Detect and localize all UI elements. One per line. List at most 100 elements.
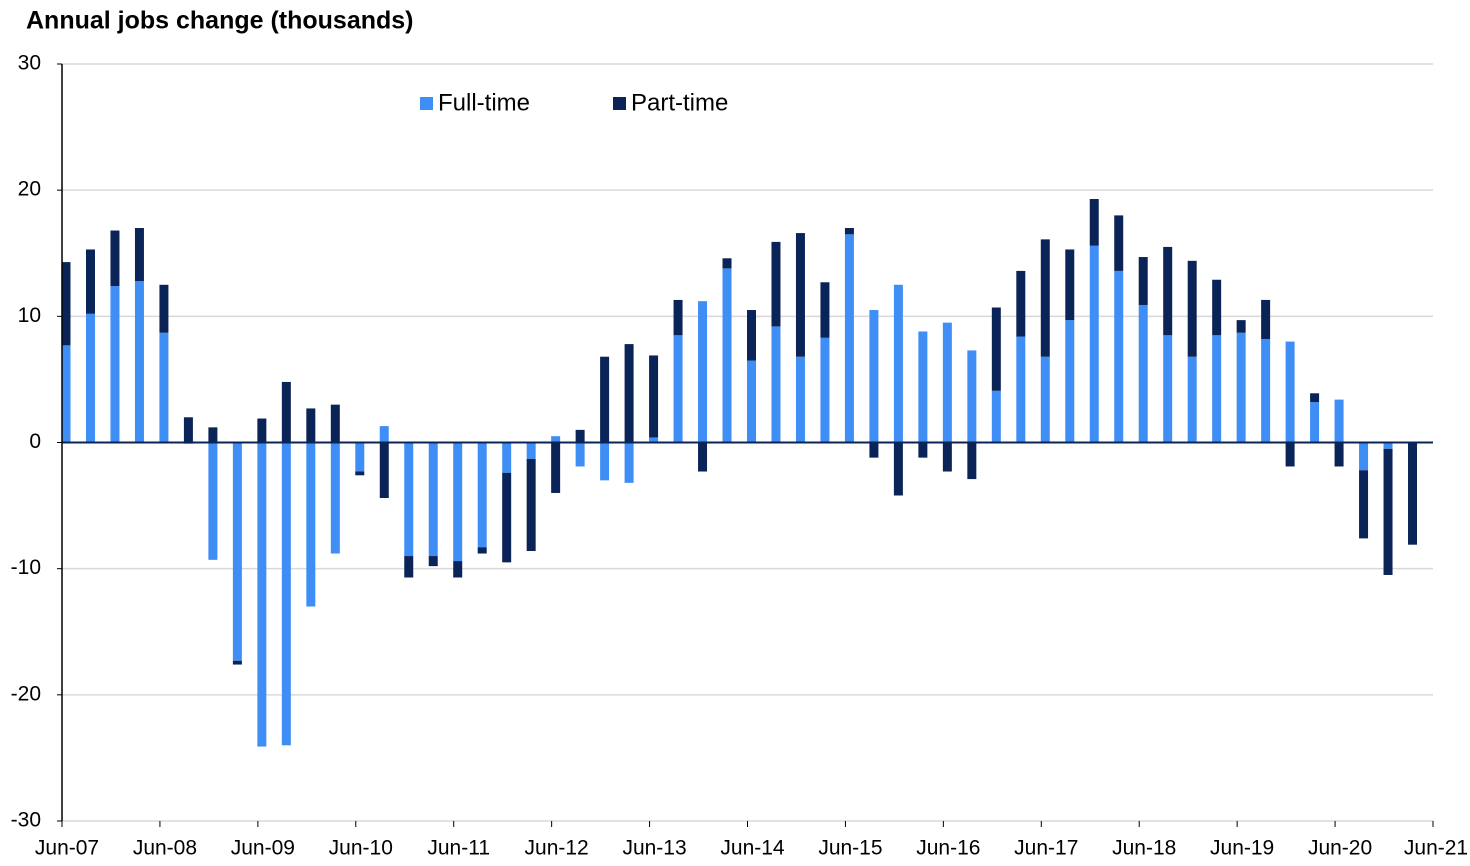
bar xyxy=(281,442,291,746)
bar xyxy=(1261,299,1271,340)
bar xyxy=(673,299,683,336)
bar xyxy=(159,332,169,443)
bar xyxy=(1138,304,1148,443)
bar xyxy=(1187,356,1197,443)
bar xyxy=(942,322,952,443)
bar xyxy=(575,429,585,443)
bar xyxy=(649,437,659,443)
y-tick-label: 0 xyxy=(29,430,41,453)
bar xyxy=(208,442,218,560)
y-tick-label: -20 xyxy=(11,682,41,705)
x-tick-label: Jun-14 xyxy=(720,837,785,860)
bar xyxy=(795,233,805,357)
bar xyxy=(820,337,830,443)
bar xyxy=(1310,402,1320,443)
bar xyxy=(183,417,193,443)
bar xyxy=(404,556,414,578)
bar xyxy=(355,471,365,476)
x-tick-label: Jun-13 xyxy=(622,837,686,860)
bar xyxy=(85,249,95,314)
bar xyxy=(1187,260,1197,357)
chart-title: Annual jobs change (thousands) xyxy=(26,7,414,35)
y-tick-label: 20 xyxy=(18,178,41,201)
bar xyxy=(1114,215,1124,271)
bar xyxy=(330,442,340,554)
bar xyxy=(893,442,903,496)
bar xyxy=(1236,332,1246,443)
bar xyxy=(991,390,1001,443)
bar xyxy=(869,310,879,443)
bar xyxy=(600,442,610,481)
bar xyxy=(453,561,463,578)
legend-swatch xyxy=(420,97,433,110)
bar xyxy=(1089,198,1099,246)
y-tick-label: 10 xyxy=(18,304,41,327)
bar xyxy=(1065,249,1075,321)
bar xyxy=(649,355,659,438)
x-tick-label: Jun-08 xyxy=(133,837,197,860)
bar xyxy=(477,442,487,548)
bar xyxy=(844,228,854,235)
bar xyxy=(820,282,830,338)
bar xyxy=(1285,442,1295,467)
bar xyxy=(502,472,512,563)
bar xyxy=(1236,320,1246,333)
bar xyxy=(967,442,977,480)
bar xyxy=(134,228,144,282)
bar xyxy=(1114,270,1124,443)
bar xyxy=(1212,335,1222,443)
bar xyxy=(306,442,316,607)
legend-swatch xyxy=(613,97,626,110)
legend-label: Part-time xyxy=(631,89,728,116)
bar xyxy=(453,442,463,562)
bar xyxy=(379,442,389,499)
bar xyxy=(355,442,365,472)
bar xyxy=(428,556,438,567)
bar xyxy=(844,234,854,443)
bar xyxy=(526,458,536,552)
bar xyxy=(747,360,756,443)
bar xyxy=(110,286,120,443)
bar xyxy=(600,356,610,443)
bar xyxy=(1040,239,1050,357)
bar xyxy=(1383,448,1393,575)
x-tick-label: Jun-09 xyxy=(231,837,295,860)
bar xyxy=(624,344,634,443)
bar xyxy=(698,442,708,472)
bar xyxy=(232,660,242,665)
x-tick-label: Jun-10 xyxy=(329,837,393,860)
bar xyxy=(771,326,781,443)
bar xyxy=(967,350,977,443)
bar xyxy=(1089,245,1099,443)
bar xyxy=(281,381,291,443)
bar xyxy=(428,442,438,557)
bar xyxy=(526,442,536,459)
bar xyxy=(232,442,242,661)
bar xyxy=(1285,341,1295,443)
bar xyxy=(673,335,683,443)
x-tick-label: Jun-21 xyxy=(1404,837,1468,860)
bar xyxy=(1016,336,1026,443)
bar xyxy=(942,442,952,472)
bar xyxy=(61,262,71,346)
bar xyxy=(1359,442,1369,471)
bar xyxy=(722,258,732,269)
bar xyxy=(795,356,805,443)
bar xyxy=(1212,279,1222,336)
x-tick-label: Jun-07 xyxy=(35,837,99,860)
y-tick-label: -10 xyxy=(11,556,41,579)
bar xyxy=(1138,257,1148,305)
bar xyxy=(85,313,95,443)
bar xyxy=(477,547,487,554)
bar xyxy=(771,241,781,327)
bar xyxy=(1261,339,1271,443)
bar xyxy=(1408,442,1418,545)
bar xyxy=(1383,442,1393,449)
bar xyxy=(330,404,340,443)
bar xyxy=(551,442,561,493)
bar xyxy=(1163,246,1173,336)
bar xyxy=(918,442,928,458)
bar xyxy=(61,345,71,443)
bar xyxy=(551,436,561,443)
